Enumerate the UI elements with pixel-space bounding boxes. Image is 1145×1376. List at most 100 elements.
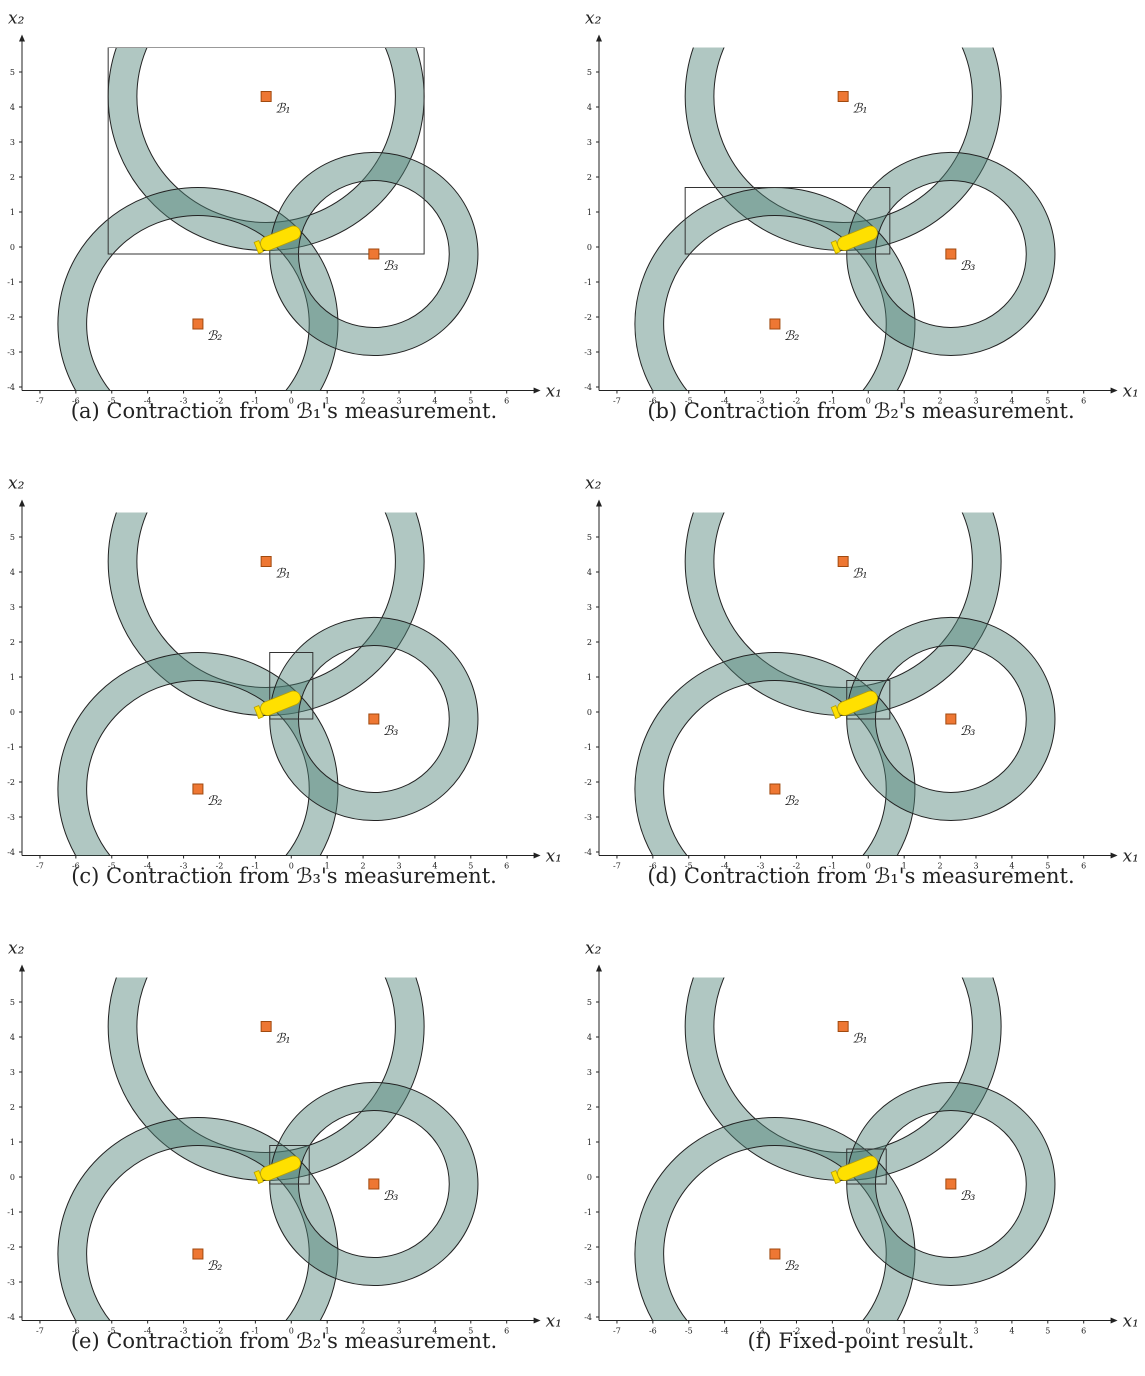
y-tick-label: 0 [587,708,592,717]
x-axis-label: x₁ [546,382,562,402]
beacon-label: ℬ₁ [275,102,290,117]
y-arrow [596,35,602,42]
panel: x₁x₂-7-6-5-4-3-2-10123456-4-3-2-1012345ℬ… [7,873,562,1376]
x-tick-label: 6 [1081,862,1086,871]
y-tick-label: -1 [584,743,592,752]
y-tick-label: 0 [10,708,15,717]
y-tick-label: 5 [10,533,15,542]
x-tick-label: -4 [721,1327,729,1336]
y-tick-label: -3 [584,1278,592,1287]
beacon-label: ℬ₂ [784,1259,799,1274]
beacon [946,249,956,259]
beacon [261,1022,271,1032]
y-tick-label: 5 [10,68,15,77]
x-axis-label: x₁ [1123,847,1139,867]
y-tick-label: -2 [7,1243,15,1252]
x-tick-label: 6 [1081,1327,1086,1336]
beacon-label: ℬ₃ [383,259,398,274]
y-tick-label: 2 [587,1103,592,1112]
y-tick-label: -4 [584,848,592,857]
y-tick-label: -3 [7,1278,15,1287]
beacon [193,784,203,794]
panel: x₁x₂-7-6-5-4-3-2-10123456-4-3-2-1012345ℬ… [7,0,562,461]
y-tick-label: -2 [584,313,592,322]
y-tick-label: 4 [587,103,592,112]
y-axis-label: x₂ [8,9,25,29]
y-tick-label: -4 [7,1313,15,1322]
x-tick-label: -5 [685,1327,693,1336]
beacon-label: ℬ₃ [960,724,975,739]
x-arrow [1111,388,1118,394]
x-arrow [1111,853,1118,859]
plot-area [58,0,478,461]
y-tick-label: 2 [10,638,15,647]
y-tick-label: 1 [587,1138,592,1147]
x-tick-label: -7 [613,862,621,871]
y-tick-label: 4 [587,568,592,577]
panel: x₁x₂-7-6-5-4-3-2-10123456-4-3-2-1012345ℬ… [584,0,1139,461]
y-axis-label: x₂ [8,474,25,494]
y-tick-label: 4 [10,1033,15,1042]
beacon-label: ℬ₃ [960,259,975,274]
y-tick-label: 3 [587,1068,592,1077]
y-tick-label: 0 [10,243,15,252]
y-tick-label: 1 [587,673,592,682]
x-tick-label: 4 [1009,1327,1014,1336]
caption: (c) Contraction from ℬ₃'s measurement. [71,864,497,888]
y-tick-label: -4 [7,383,15,392]
x-axis-label: x₁ [1123,382,1139,402]
y-tick-label: -1 [584,278,592,287]
y-tick-label: -2 [7,778,15,787]
beacon [770,319,780,329]
beacon [946,714,956,724]
beacon-label: ℬ₂ [784,329,799,344]
y-arrow [19,500,25,507]
y-tick-label: 3 [587,138,592,147]
x-tick-label: -7 [36,862,44,871]
y-tick-label: 0 [587,243,592,252]
beacon-label: ℬ₁ [852,567,867,582]
y-tick-label: -1 [7,743,15,752]
caption: (b) Contraction from ℬ₂'s measurement. [647,399,1074,423]
beacon [261,92,271,102]
y-tick-label: -2 [584,778,592,787]
x-tick-label: -7 [36,397,44,406]
x-tick-label: -6 [649,1327,657,1336]
x-arrow [534,388,541,394]
x-tick-label: 6 [1081,397,1086,406]
beacon [369,1179,379,1189]
caption: (f) Fixed-point result. [748,1329,975,1353]
beacon-label: ℬ₂ [207,329,222,344]
y-arrow [19,965,25,972]
y-tick-label: 5 [587,533,592,542]
y-arrow [596,965,602,972]
y-tick-label: 5 [587,68,592,77]
y-tick-label: -4 [7,848,15,857]
y-axis-label: x₂ [8,939,25,959]
x-tick-label: -7 [613,397,621,406]
x-tick-label: 6 [504,1327,509,1336]
beacon [946,1179,956,1189]
y-tick-label: 4 [10,568,15,577]
y-tick-label: -3 [584,348,592,357]
beacon-label: ℬ₃ [960,1189,975,1204]
beacon [770,784,780,794]
caption: (e) Contraction from ℬ₂'s measurement. [71,1329,497,1353]
y-tick-label: -3 [584,813,592,822]
plot-area [58,408,478,926]
x-arrow [534,1318,541,1324]
y-arrow [596,500,602,507]
x-axis-label: x₁ [546,1312,562,1332]
y-tick-label: -3 [7,348,15,357]
y-tick-label: 4 [10,103,15,112]
y-tick-label: 1 [587,208,592,217]
y-tick-label: 3 [10,138,15,147]
plot-area [635,873,1055,1376]
beacon [838,92,848,102]
caption: (d) Contraction from ℬ₁'s measurement. [647,864,1074,888]
x-tick-label: -7 [613,1327,621,1336]
x-tick-label: 5 [1045,1327,1050,1336]
y-tick-label: 5 [10,998,15,1007]
